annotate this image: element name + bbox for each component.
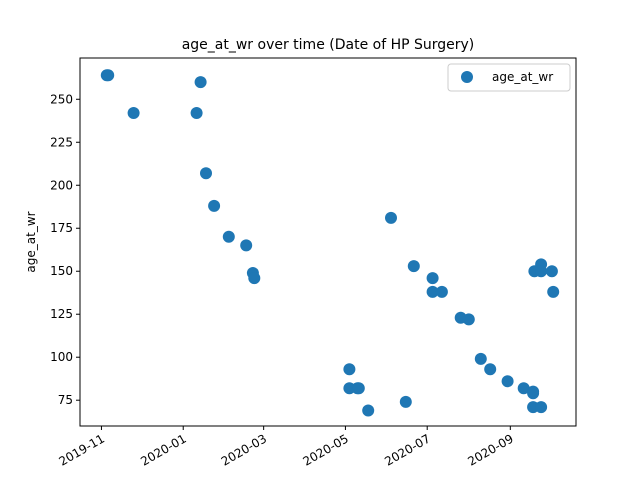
data-point — [208, 199, 221, 212]
data-point — [407, 260, 420, 273]
data-point — [194, 76, 207, 89]
data-point — [517, 382, 530, 395]
y-tick-label: 250 — [50, 92, 73, 106]
data-point — [343, 363, 356, 376]
y-tick-label: 200 — [50, 178, 73, 192]
y-tick-label: 100 — [50, 350, 73, 364]
legend: age_at_wr — [447, 63, 571, 92]
y-tick-label: 150 — [50, 264, 73, 278]
data-point — [527, 387, 540, 400]
data-point — [545, 265, 558, 278]
data-point — [484, 363, 497, 376]
legend-marker — [461, 71, 473, 83]
data-point — [240, 239, 253, 252]
y-tick-label: 125 — [50, 307, 73, 321]
y-axis-label: age_at_wr — [24, 211, 38, 272]
y-tick-label: 225 — [50, 135, 73, 149]
data-point — [248, 272, 261, 285]
data-point — [385, 211, 397, 224]
data-point — [435, 285, 448, 298]
chart-title: age_at_wr over time (Date of HP Surgery) — [182, 37, 475, 53]
legend-box — [447, 63, 571, 92]
data-point — [127, 107, 140, 119]
data-point — [399, 395, 412, 408]
data-point — [352, 382, 365, 395]
data-point — [426, 285, 439, 298]
data-point — [426, 272, 439, 285]
y-tick-label: 75 — [58, 393, 73, 407]
y-tick-label: 175 — [50, 221, 73, 235]
data-point — [200, 167, 212, 180]
data-point — [535, 265, 548, 278]
legend-label: age_at_wr — [492, 70, 553, 84]
data-point — [547, 285, 560, 298]
data-point — [535, 401, 548, 414]
data-point — [362, 404, 375, 417]
data-point — [501, 375, 514, 388]
data-point — [462, 313, 475, 326]
plot-frame — [79, 57, 577, 427]
data-point — [222, 230, 235, 243]
data-point — [190, 107, 203, 119]
data-point — [474, 352, 487, 365]
data-point — [102, 69, 115, 82]
